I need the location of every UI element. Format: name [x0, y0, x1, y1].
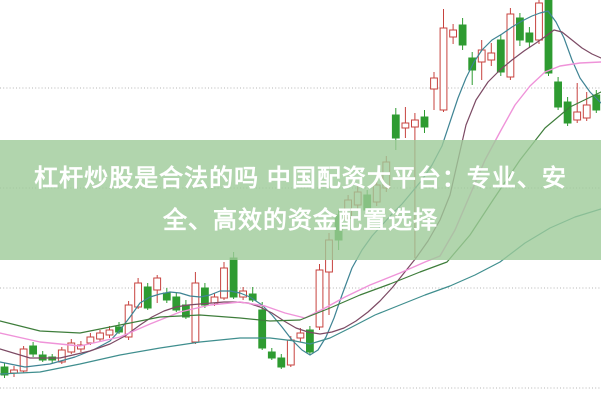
candle-body — [420, 116, 429, 128]
candle-body — [162, 292, 171, 301]
candles-layer — [0, 0, 601, 378]
candle-body — [516, 17, 524, 41]
candle-body — [67, 342, 76, 353]
candle-body — [468, 57, 477, 71]
candle-body — [277, 357, 286, 368]
candle-body — [86, 336, 95, 344]
candle-body — [306, 329, 314, 353]
candle-body — [220, 267, 228, 299]
candle-body — [143, 286, 152, 309]
candle-body — [105, 329, 114, 336]
candle-body — [286, 339, 295, 366]
candle-body — [535, 2, 543, 41]
candle-body — [19, 348, 28, 372]
candle-body — [525, 32, 534, 43]
candle-body — [29, 345, 38, 355]
candle-body — [57, 349, 66, 363]
candle-body — [554, 81, 563, 108]
ma-pink-line — [0, 61, 601, 347]
candle-body — [449, 29, 458, 38]
candle-body — [563, 101, 572, 124]
candle-body — [496, 39, 505, 73]
candle-body — [592, 94, 601, 111]
candle-body — [439, 27, 448, 111]
candle-body — [573, 111, 582, 121]
candle-body — [296, 332, 305, 339]
candle-body — [582, 104, 591, 119]
ma-teal-short-line — [0, 10, 601, 368]
candle-body — [124, 304, 133, 338]
candle-body — [153, 277, 162, 291]
candle-body — [96, 332, 104, 340]
candle-body — [258, 309, 267, 349]
candle-body — [401, 122, 410, 129]
candle-body — [458, 24, 467, 46]
candle-body — [115, 326, 123, 333]
overlay-banner: 杠杆炒股是合法的吗 中国配资大平台：专业、安 全、高效的资金配置选择 — [0, 140, 601, 260]
candle-body — [0, 366, 9, 376]
candle-body — [134, 282, 142, 308]
ma-purple-line — [0, 29, 601, 359]
candle-body — [477, 49, 486, 63]
candle-body — [191, 282, 200, 343]
candle-body — [172, 296, 181, 311]
candle-body — [10, 369, 18, 374]
candle-body — [487, 52, 496, 61]
candle-body — [391, 114, 400, 139]
candle-body — [506, 13, 515, 78]
candle-body — [315, 269, 324, 328]
banner-text-line-1: 杠杆炒股是合法的吗 中国配资大平台：专业、安 — [34, 165, 567, 192]
candle-body — [267, 351, 276, 359]
banner-text-line-2: 全、高效的资金配置选择 — [163, 207, 438, 234]
candle-body — [411, 119, 419, 128]
candle-body — [430, 77, 438, 90]
candle-body — [77, 344, 85, 350]
